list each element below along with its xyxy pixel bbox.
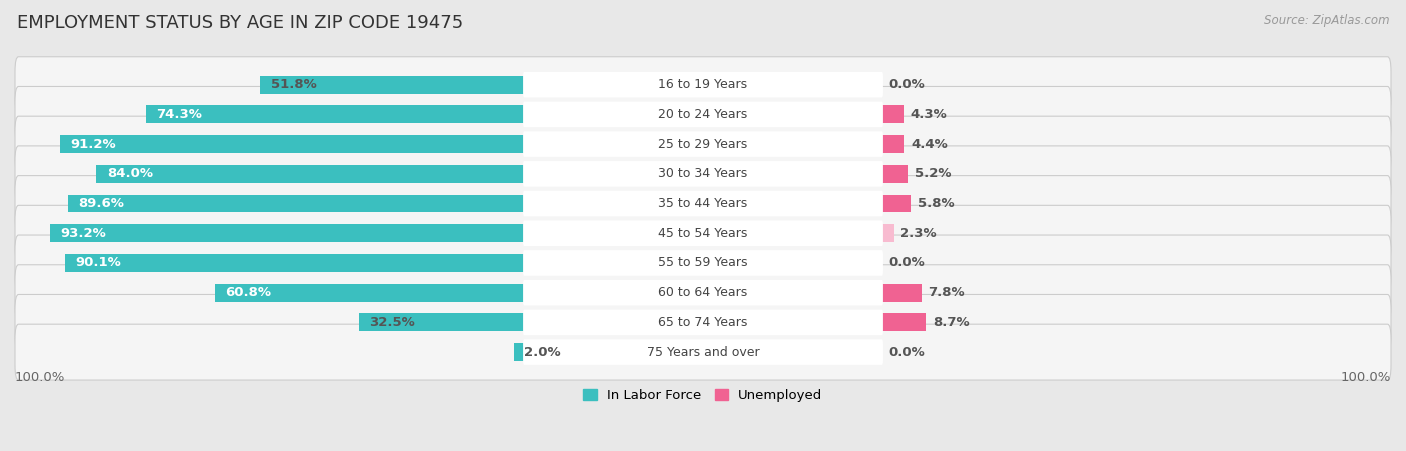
Bar <box>882 195 911 212</box>
Text: 4.4%: 4.4% <box>911 138 948 151</box>
Bar <box>146 106 524 123</box>
Text: 7.8%: 7.8% <box>928 286 965 299</box>
Bar <box>60 135 524 153</box>
FancyBboxPatch shape <box>15 235 1391 291</box>
Text: 32.5%: 32.5% <box>368 316 415 329</box>
Text: Source: ZipAtlas.com: Source: ZipAtlas.com <box>1264 14 1389 27</box>
Text: 2.0%: 2.0% <box>524 345 561 359</box>
Text: 90.1%: 90.1% <box>76 257 121 269</box>
Bar <box>97 165 524 183</box>
Bar <box>260 76 524 94</box>
Text: 20 to 24 Years: 20 to 24 Years <box>658 108 748 121</box>
Text: 84.0%: 84.0% <box>107 167 153 180</box>
Text: 100.0%: 100.0% <box>15 371 65 383</box>
Text: 93.2%: 93.2% <box>60 227 105 240</box>
Bar <box>359 313 524 331</box>
Text: 45 to 54 Years: 45 to 54 Years <box>658 227 748 240</box>
FancyBboxPatch shape <box>15 324 1391 380</box>
Text: 100.0%: 100.0% <box>1341 371 1391 383</box>
FancyBboxPatch shape <box>15 205 1391 261</box>
FancyBboxPatch shape <box>523 310 883 335</box>
Text: 8.7%: 8.7% <box>934 316 970 329</box>
Text: 60.8%: 60.8% <box>225 286 271 299</box>
FancyBboxPatch shape <box>15 265 1391 321</box>
Text: 55 to 59 Years: 55 to 59 Years <box>658 257 748 269</box>
Text: 74.3%: 74.3% <box>156 108 202 121</box>
FancyBboxPatch shape <box>523 339 883 365</box>
Text: 91.2%: 91.2% <box>70 138 115 151</box>
Text: 65 to 74 Years: 65 to 74 Years <box>658 316 748 329</box>
FancyBboxPatch shape <box>523 72 883 97</box>
Text: 60 to 64 Years: 60 to 64 Years <box>658 286 748 299</box>
Text: 75 Years and over: 75 Years and over <box>647 345 759 359</box>
Text: 0.0%: 0.0% <box>889 257 925 269</box>
Text: 35 to 44 Years: 35 to 44 Years <box>658 197 748 210</box>
Bar <box>882 106 904 123</box>
Bar <box>882 284 921 302</box>
Bar <box>882 224 894 242</box>
Bar <box>215 284 524 302</box>
FancyBboxPatch shape <box>15 57 1391 113</box>
FancyBboxPatch shape <box>523 280 883 305</box>
Bar <box>515 343 524 361</box>
Legend: In Labor Force, Unemployed: In Labor Force, Unemployed <box>578 384 828 408</box>
Text: 30 to 34 Years: 30 to 34 Years <box>658 167 748 180</box>
FancyBboxPatch shape <box>523 250 883 276</box>
Text: 89.6%: 89.6% <box>79 197 124 210</box>
Text: 5.2%: 5.2% <box>915 167 952 180</box>
Text: 2.3%: 2.3% <box>900 227 936 240</box>
Bar <box>49 224 524 242</box>
Bar <box>882 313 927 331</box>
FancyBboxPatch shape <box>15 295 1391 350</box>
Text: 4.3%: 4.3% <box>911 108 948 121</box>
Text: 5.8%: 5.8% <box>918 197 955 210</box>
FancyBboxPatch shape <box>15 87 1391 143</box>
Text: EMPLOYMENT STATUS BY AGE IN ZIP CODE 19475: EMPLOYMENT STATUS BY AGE IN ZIP CODE 194… <box>17 14 463 32</box>
FancyBboxPatch shape <box>523 131 883 157</box>
Text: 0.0%: 0.0% <box>889 78 925 91</box>
FancyBboxPatch shape <box>523 161 883 187</box>
Text: 25 to 29 Years: 25 to 29 Years <box>658 138 748 151</box>
FancyBboxPatch shape <box>523 221 883 246</box>
Text: 16 to 19 Years: 16 to 19 Years <box>658 78 748 91</box>
FancyBboxPatch shape <box>523 191 883 216</box>
Bar <box>67 195 524 212</box>
FancyBboxPatch shape <box>15 146 1391 202</box>
FancyBboxPatch shape <box>15 175 1391 231</box>
Bar <box>66 254 524 272</box>
FancyBboxPatch shape <box>523 101 883 127</box>
Bar <box>882 135 904 153</box>
Text: 0.0%: 0.0% <box>889 345 925 359</box>
Bar <box>882 165 908 183</box>
FancyBboxPatch shape <box>15 116 1391 172</box>
Text: 51.8%: 51.8% <box>271 78 316 91</box>
